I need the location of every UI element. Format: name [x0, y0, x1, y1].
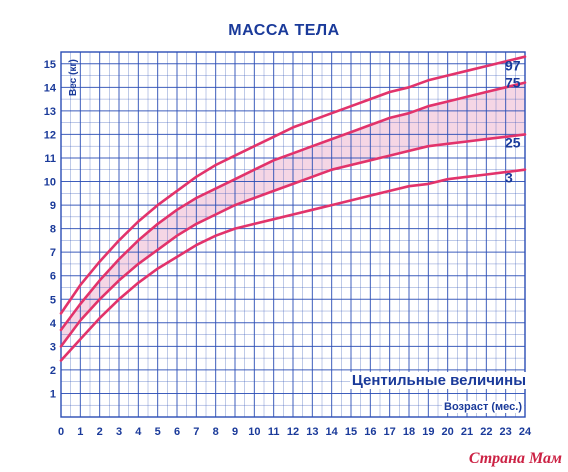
x-tick-label: 19: [422, 426, 434, 438]
y-tick-label: 10: [44, 177, 56, 189]
grid-layer: [60, 51, 526, 418]
x-tick-label: 2: [97, 426, 103, 438]
x-tick-label: 22: [480, 426, 492, 438]
x-tick-label: 23: [500, 426, 512, 438]
percentile-label-97: 97: [505, 58, 521, 74]
y-tick-label: 7: [50, 247, 56, 259]
y-tick-label: 12: [44, 129, 56, 141]
plot-border: [60, 51, 526, 418]
x-tick-label: 9: [232, 426, 238, 438]
y-tick-label: 14: [44, 82, 57, 94]
x-tick-label: 7: [193, 426, 199, 438]
y-tick-label: 5: [50, 294, 56, 306]
y-tick-label: 2: [50, 365, 56, 377]
percentile-curve-97: [59, 55, 527, 315]
x-tick-label: 16: [364, 426, 376, 438]
x-tick-label: 8: [213, 426, 219, 438]
axis-layer: [60, 51, 526, 418]
watermark-logo: Страна Мам: [468, 450, 562, 467]
x-tick-label: 17: [384, 426, 396, 438]
x-tick-label: 14: [326, 426, 339, 438]
x-tick-label: 6: [174, 426, 180, 438]
curve-layer: [59, 55, 527, 362]
x-tick-label: 18: [403, 426, 415, 438]
x-tick-label: 5: [155, 426, 161, 438]
x-tick-label: 4: [135, 426, 142, 438]
x-tick-label: 0: [58, 426, 64, 438]
x-tick-label: 10: [248, 426, 260, 438]
y-tick-label: 11: [44, 153, 56, 165]
x-axis-label: Возраст (мес.): [442, 401, 524, 413]
x-tick-label: 12: [287, 426, 299, 438]
tick-label-layer: 0 1 2 3 4 5 6 7 8 9 10 11 12 13 14 15 16 17 18 19 20 21 22 23 24…: [44, 59, 532, 438]
percentile-curve-3: [59, 168, 527, 362]
y-tick-label: 4: [50, 318, 57, 330]
percentile-label-75: 75: [505, 75, 521, 91]
y-tick-label: 9: [50, 200, 56, 212]
x-tick-label: 11: [268, 426, 280, 438]
y-tick-label: 13: [44, 106, 56, 118]
x-tick-label: 13: [306, 426, 318, 438]
y-tick-label: 6: [50, 271, 56, 283]
y-tick-label: 3: [50, 341, 56, 353]
x-tick-label: 24: [519, 426, 532, 438]
x-tick-label: 15: [345, 426, 357, 438]
legend-title: Центильные величины: [349, 372, 528, 389]
chart-title: МАССА ТЕЛА: [228, 22, 340, 39]
x-tick-label: 20: [442, 426, 454, 438]
y-tick-label: 15: [44, 59, 56, 71]
percentile-curve-75: [59, 81, 527, 332]
y-tick-label: 1: [50, 388, 56, 400]
x-tick-label: 1: [77, 426, 83, 438]
x-tick-label: 21: [461, 426, 473, 438]
percentile-label-25: 25: [505, 134, 521, 150]
y-tick-label: 8: [50, 224, 56, 236]
percentile-label-3: 3: [505, 170, 513, 186]
percentile-curve-25: [59, 133, 527, 348]
x-tick-label: 3: [116, 426, 122, 438]
y-axis-label: Вес (кг): [68, 59, 79, 96]
